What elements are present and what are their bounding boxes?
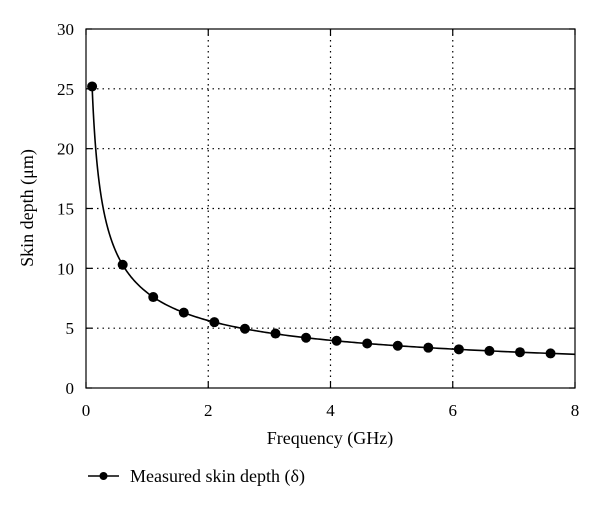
legend-label: Measured skin depth (δ)	[130, 466, 305, 487]
y-tick-label-30: 30	[57, 20, 74, 39]
series-line	[91, 86, 576, 356]
grid-lines	[86, 29, 575, 388]
x-tick-label-6: 6	[449, 401, 458, 420]
data-point	[87, 81, 98, 92]
axis-ticks	[85, 28, 576, 389]
y-tick-label-0: 0	[66, 379, 75, 398]
data-point	[514, 347, 525, 358]
x-axis-title: Frequency (GHz)	[267, 428, 393, 449]
data-points	[87, 81, 556, 359]
y-axis-title: Skin depth (μm)	[17, 149, 38, 267]
data-point	[148, 292, 159, 303]
plot-frame	[85, 28, 576, 389]
data-point	[423, 342, 434, 353]
y-tick-labels: 0 5 10 15 20 25 30	[57, 20, 74, 398]
x-tick-label-0: 0	[82, 401, 91, 420]
x-tick-label-2: 2	[204, 401, 213, 420]
data-point	[484, 345, 495, 356]
data-point	[239, 323, 250, 334]
data-point	[117, 259, 128, 270]
y-tick-label-25: 25	[57, 80, 74, 99]
y-tick-label-10: 10	[57, 259, 74, 278]
x-tick-label-8: 8	[571, 401, 580, 420]
x-tick-labels: 0 2 4 6 8	[82, 401, 580, 420]
data-point	[453, 344, 464, 355]
x-tick-label-4: 4	[326, 401, 335, 420]
y-tick-label-5: 5	[66, 319, 75, 338]
data-point	[270, 328, 281, 339]
data-point	[209, 317, 220, 328]
legend: Measured skin depth (δ)	[88, 466, 305, 487]
data-point	[178, 307, 189, 318]
data-point	[362, 338, 373, 349]
data-point	[301, 332, 312, 343]
fitted-curve	[91, 86, 576, 356]
data-point	[392, 340, 403, 351]
data-point	[331, 335, 342, 346]
y-tick-label-20: 20	[57, 140, 74, 159]
data-point	[545, 348, 556, 359]
y-tick-label-15: 15	[57, 200, 74, 219]
legend-marker-swatch	[99, 472, 108, 480]
